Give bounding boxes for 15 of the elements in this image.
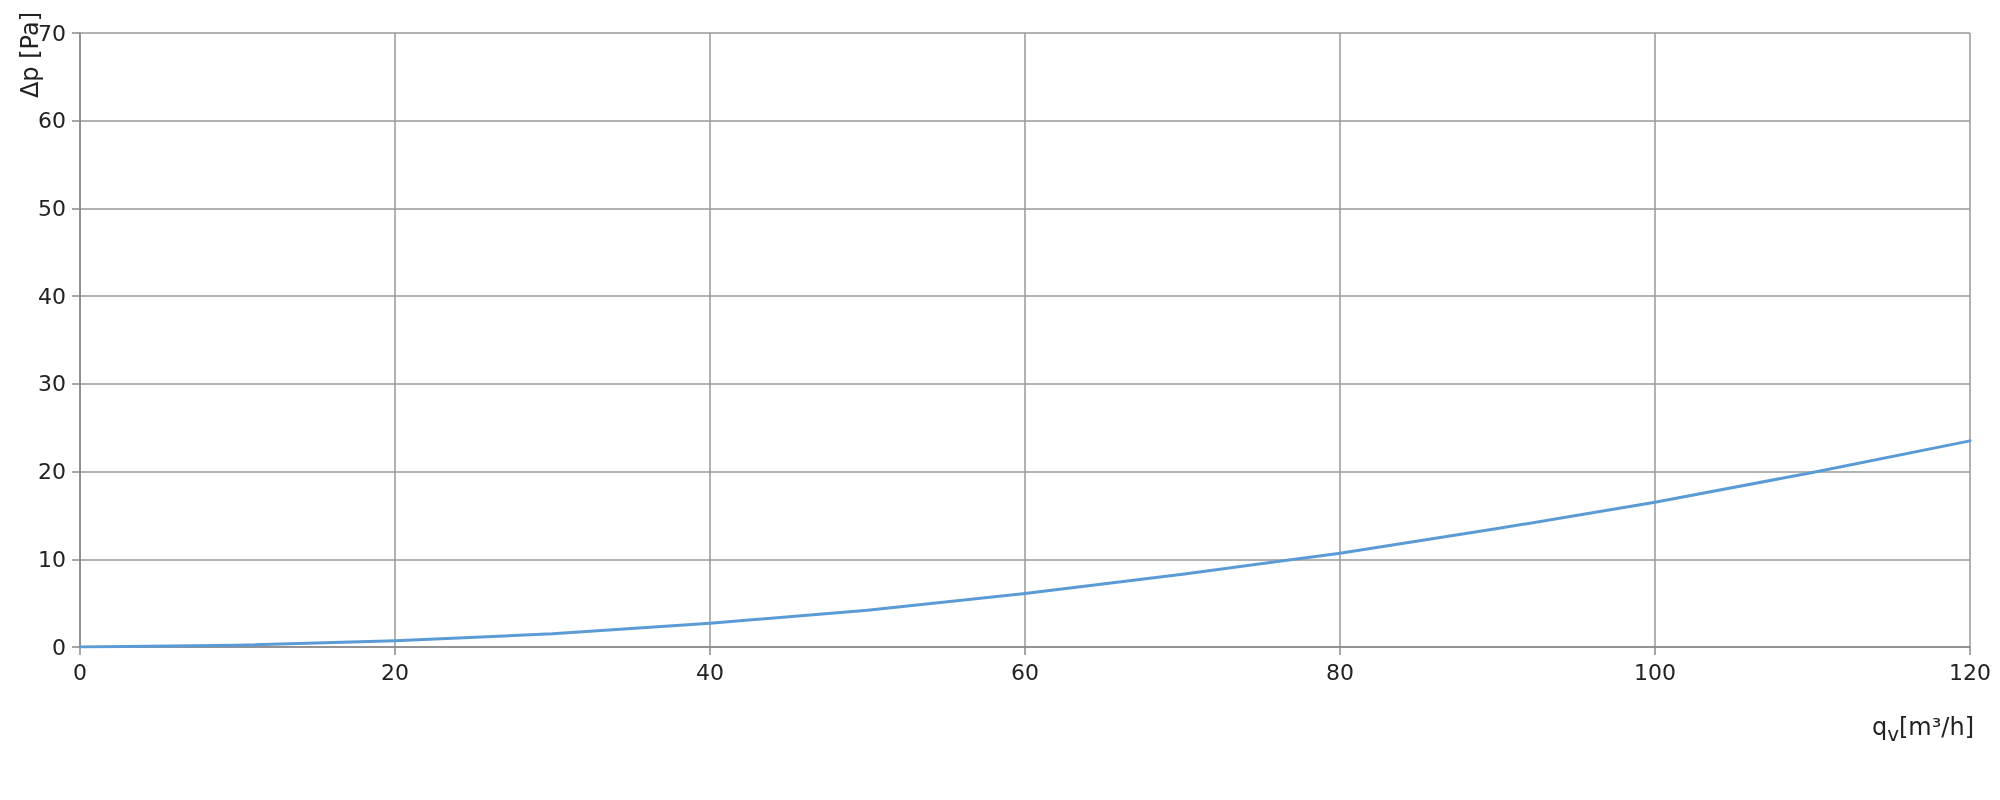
y-tick-label: 50 — [38, 195, 66, 221]
x-tick-label: 120 — [1949, 659, 1991, 685]
y-tick-label: 0 — [52, 634, 66, 660]
x-tick-label: 60 — [1011, 659, 1039, 685]
x-tick-label: 100 — [1634, 659, 1676, 685]
x-tick-label: 80 — [1326, 659, 1354, 685]
y-tick-label: 60 — [38, 108, 66, 134]
y-tick-label: 20 — [38, 459, 66, 485]
y-tick-label: 40 — [38, 283, 66, 309]
x-tick-label: 20 — [381, 659, 409, 685]
x-axis-title: q$_{v}$[m³/h] — [1871, 713, 1974, 746]
x-tick-label: 0 — [73, 659, 87, 685]
y-tick-label: 30 — [38, 371, 66, 397]
x-tick-label: 40 — [696, 659, 724, 685]
y-tick-label: 10 — [38, 546, 66, 572]
